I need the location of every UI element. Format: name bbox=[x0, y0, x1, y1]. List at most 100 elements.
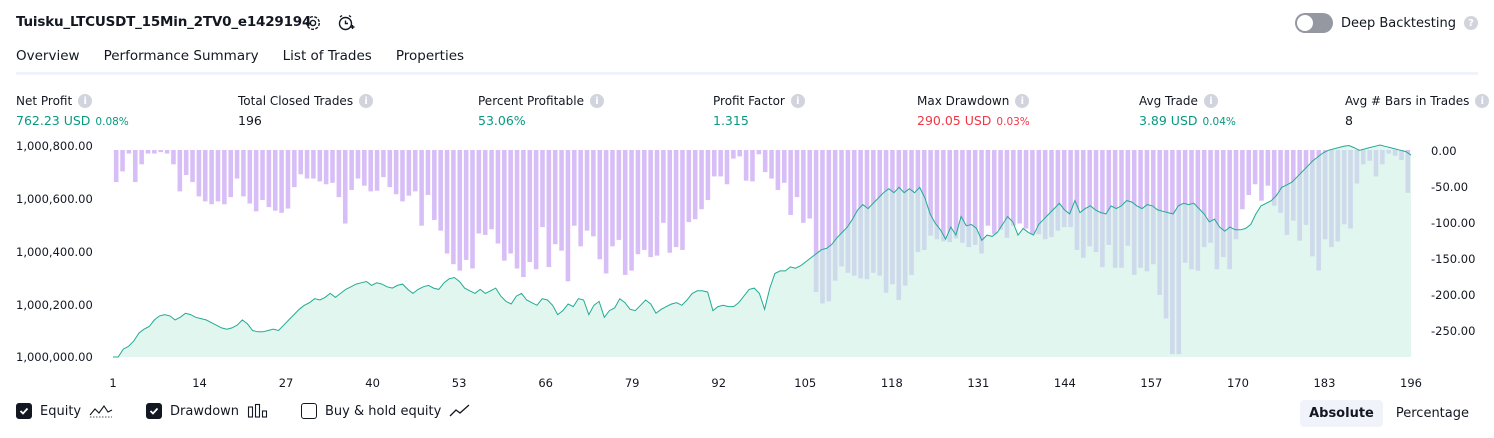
drawdown-bar bbox=[1036, 150, 1042, 235]
drawdown-bar bbox=[832, 150, 838, 281]
x-tick-label: 79 bbox=[624, 376, 640, 390]
info-icon[interactable]: i bbox=[589, 94, 604, 108]
drawdown-bar bbox=[584, 150, 590, 231]
y-tick-right: 0.00 bbox=[1431, 144, 1457, 158]
drawdown-bar bbox=[756, 150, 762, 155]
drawdown-bar bbox=[171, 150, 176, 165]
drawdown-bar bbox=[1119, 150, 1124, 268]
info-icon[interactable]: i bbox=[1475, 94, 1490, 108]
drawdown-bar bbox=[514, 150, 520, 269]
drawdown-bar bbox=[934, 150, 940, 240]
drawdown-bar bbox=[743, 150, 749, 181]
drawdown-bar bbox=[247, 150, 253, 204]
drawdown-bar bbox=[552, 150, 558, 245]
info-icon[interactable]: i bbox=[1015, 94, 1030, 108]
drawdown-bar bbox=[737, 150, 743, 157]
drawdown-bar bbox=[775, 150, 781, 190]
tab-overview[interactable]: Overview bbox=[16, 48, 80, 75]
drawdown-bar bbox=[1195, 150, 1201, 271]
legend-buy-hold[interactable]: Buy & hold equity bbox=[301, 403, 471, 419]
drawdown-bar bbox=[311, 150, 316, 179]
info-icon[interactable]: i bbox=[78, 94, 93, 108]
alarm-plus-icon[interactable] bbox=[337, 14, 355, 32]
x-tick-label: 144 bbox=[1053, 376, 1076, 390]
drawdown-bar bbox=[1392, 150, 1398, 156]
drawdown-bar bbox=[731, 150, 736, 159]
legend-equity[interactable]: Equity bbox=[16, 403, 113, 419]
avg-trade-value: 3.89 USD bbox=[1139, 113, 1198, 128]
drawdown-bar bbox=[463, 150, 469, 260]
drawdown-bar bbox=[1106, 150, 1112, 245]
drawdown-bar bbox=[1151, 150, 1156, 265]
drawdown-bar bbox=[298, 150, 303, 175]
x-tick-label: 66 bbox=[538, 376, 553, 390]
absolute-button[interactable]: Absolute bbox=[1300, 400, 1383, 427]
drawdown-bar bbox=[1023, 150, 1029, 229]
drawdown-bar bbox=[126, 150, 132, 154]
drawdown-bar bbox=[260, 150, 265, 200]
trend-line-icon bbox=[449, 404, 470, 417]
percentage-button[interactable]: Percentage bbox=[1395, 406, 1469, 421]
legend-drawdown[interactable]: Drawdown bbox=[146, 403, 269, 419]
metric-avg-trade: Avg Trade i 3.89 USD 0.04% bbox=[1139, 94, 1236, 128]
net-profit-value: 762.23 USD bbox=[16, 113, 91, 128]
drawdown-bar bbox=[190, 150, 195, 183]
drawdown-bar bbox=[1310, 150, 1315, 257]
y-tick-right: -150.00 bbox=[1431, 252, 1476, 266]
buy-hold-checkbox[interactable] bbox=[301, 403, 317, 419]
drawdown-bar bbox=[673, 150, 679, 248]
drawdown-bar bbox=[1227, 150, 1232, 270]
drawdown-bar bbox=[1055, 150, 1061, 231]
drawdown-bar bbox=[858, 150, 863, 279]
drawdown-bar bbox=[1201, 150, 1207, 248]
question-icon[interactable]: ? bbox=[1464, 16, 1478, 30]
info-icon[interactable]: i bbox=[790, 94, 805, 108]
drawdown-bar bbox=[1163, 150, 1169, 319]
drawdown-bar bbox=[323, 150, 329, 185]
metric-max-drawdown: Max Drawdown i 290.05 USD 0.03% bbox=[917, 94, 1030, 128]
drawdown-bar bbox=[711, 150, 717, 177]
drawdown-bar bbox=[1125, 150, 1131, 246]
drawdown-bar bbox=[641, 150, 647, 250]
info-icon[interactable]: i bbox=[1203, 94, 1218, 108]
drawdown-bar bbox=[132, 150, 138, 183]
drawdown-bar bbox=[1004, 150, 1010, 238]
drawdown-bar bbox=[972, 150, 978, 245]
drawdown-bar bbox=[654, 150, 660, 256]
x-tick-label: 131 bbox=[967, 376, 990, 390]
equity-checkbox[interactable] bbox=[16, 403, 32, 419]
drawdown-bar bbox=[1208, 150, 1213, 243]
drawdown-bar bbox=[330, 150, 335, 183]
drawdown-bar bbox=[489, 150, 494, 230]
drawdown-bar bbox=[610, 150, 615, 247]
info-icon[interactable]: i bbox=[359, 94, 374, 108]
drawdown-bar bbox=[234, 150, 240, 179]
drawdown-bar bbox=[253, 150, 259, 212]
drawdown-bar bbox=[495, 150, 501, 244]
drawdown-bar bbox=[1322, 150, 1328, 240]
gear-icon[interactable] bbox=[304, 14, 322, 32]
drawdown-checkbox[interactable] bbox=[146, 403, 162, 419]
y-tick-right: -250.00 bbox=[1431, 324, 1476, 338]
drawdown-bar bbox=[801, 150, 806, 223]
tab-performance-summary[interactable]: Performance Summary bbox=[103, 48, 259, 64]
total-closed-trades-value: 196 bbox=[238, 113, 262, 128]
drawdown-bar bbox=[1157, 150, 1162, 295]
drawdown-bar bbox=[158, 150, 164, 153]
y-tick-right: -200.00 bbox=[1431, 288, 1476, 302]
drawdown-bar bbox=[1170, 150, 1175, 355]
drawdown-bar bbox=[164, 150, 170, 154]
drawdown-bar bbox=[1271, 150, 1277, 206]
drawdown-bar bbox=[979, 150, 984, 254]
tab-list-of-trades[interactable]: List of Trades bbox=[282, 48, 372, 64]
x-tick-label: 170 bbox=[1226, 376, 1249, 390]
tab-properties[interactable]: Properties bbox=[395, 48, 465, 64]
drawdown-bar bbox=[508, 150, 513, 254]
deep-backtesting-toggle[interactable] bbox=[1294, 13, 1333, 33]
drawdown-bar bbox=[603, 150, 609, 274]
drawdown-bar bbox=[1360, 150, 1366, 165]
y-tick-left: 1,000,000.00 bbox=[16, 350, 93, 364]
drawdown-bar bbox=[1386, 150, 1392, 154]
y-tick-left: 1,000,600.00 bbox=[16, 192, 93, 206]
drawdown-bar bbox=[616, 150, 622, 240]
